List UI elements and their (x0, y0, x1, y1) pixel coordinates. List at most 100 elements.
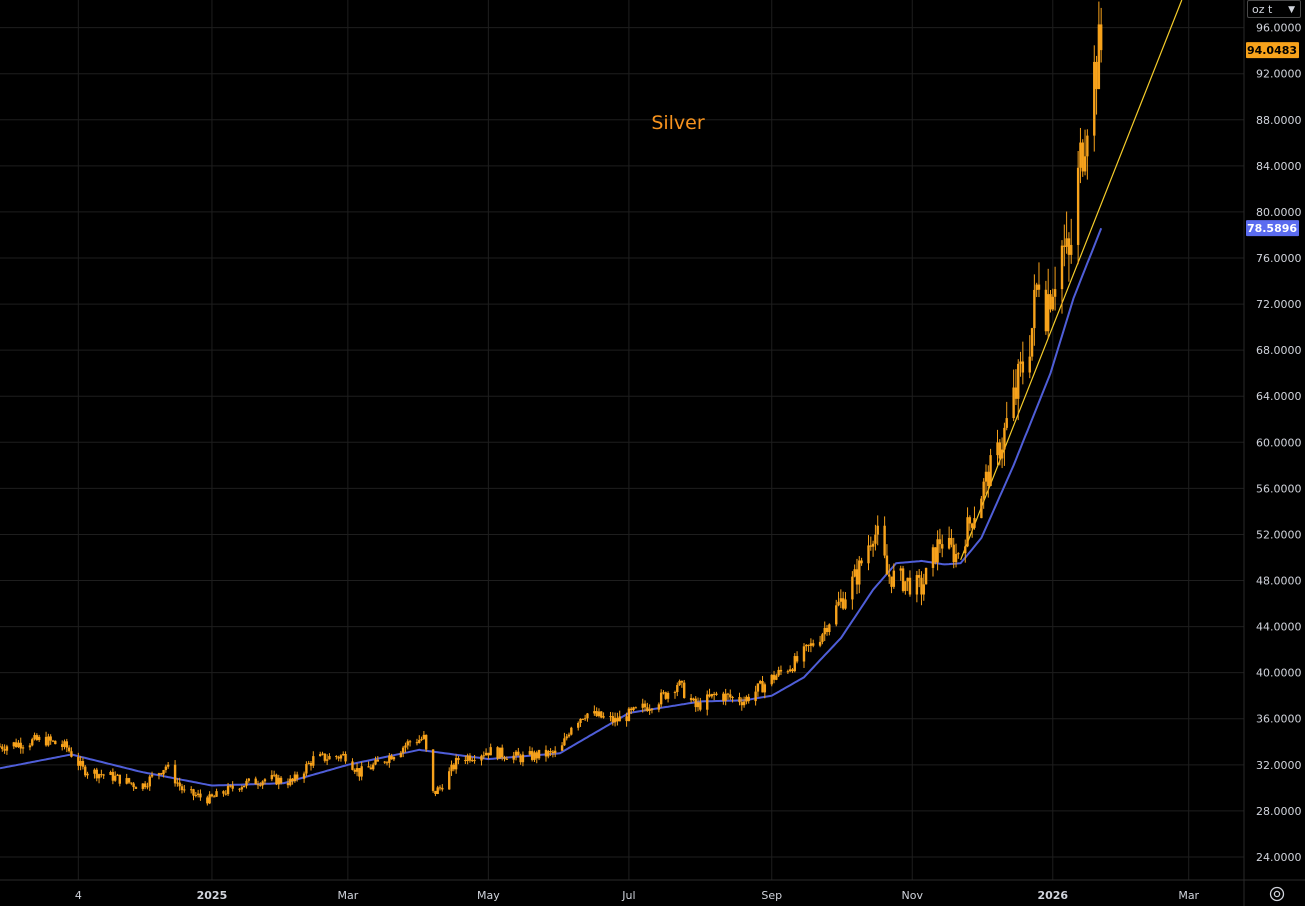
candle-body (595, 711, 598, 717)
candle-body (19, 742, 22, 749)
candle-body (549, 751, 552, 753)
candle-body (899, 568, 902, 571)
candle-body (982, 481, 985, 499)
candle-body (715, 693, 718, 695)
candle-body (259, 784, 262, 786)
candle-body (643, 703, 647, 708)
candle-body (563, 738, 566, 746)
candle-body (61, 744, 64, 747)
candle-body (1081, 142, 1084, 172)
candle-body (388, 755, 391, 763)
candle-body (984, 471, 988, 482)
candle-body (616, 717, 619, 722)
candle-body (673, 692, 677, 694)
candle-body (634, 707, 638, 709)
candle-body (150, 774, 154, 777)
candle-body (583, 718, 587, 720)
candle-body (602, 716, 605, 718)
last-price-badge (1246, 42, 1299, 59)
candle-body (309, 762, 313, 766)
candle-body (858, 560, 861, 585)
candle-body (823, 627, 826, 635)
candle-body (321, 753, 324, 755)
candle-body (770, 674, 773, 685)
candle-body (415, 742, 419, 744)
candle-body (547, 751, 550, 757)
candle-body (81, 761, 85, 767)
x-tick-label: Mar (1178, 889, 1199, 902)
candle-body (973, 518, 976, 528)
candle-body (97, 774, 101, 779)
candle-body (1033, 289, 1036, 329)
candle-body (867, 545, 870, 564)
candle-body (966, 517, 969, 547)
candle-body (21, 747, 25, 749)
candle-body (194, 795, 198, 797)
candle-body (1095, 61, 1098, 90)
candle-body (399, 752, 403, 758)
candle-body (586, 713, 589, 719)
x-tick-label: 2025 (197, 889, 228, 902)
candle-body (533, 752, 536, 760)
candle-body (247, 778, 250, 781)
candle-body (551, 751, 555, 754)
candle-body (775, 675, 778, 680)
candle-body (196, 793, 200, 796)
candle-body (742, 701, 746, 706)
candle-body (367, 766, 370, 768)
candle-body (876, 525, 879, 535)
candle-body (383, 761, 386, 763)
candle-body (835, 605, 838, 625)
candle-body (528, 751, 532, 755)
candle-body (786, 671, 790, 673)
unit-selector[interactable]: oz t ▼ (1247, 0, 1301, 18)
candle-body (1017, 363, 1020, 399)
trendline (960, 0, 1183, 561)
candle-body (839, 598, 843, 602)
candle-body (996, 442, 999, 456)
candle-body (438, 787, 442, 789)
candle-body (487, 752, 490, 756)
candle-body (779, 669, 783, 672)
candle-body (1035, 284, 1038, 290)
candle-body (176, 782, 179, 784)
candle-body (238, 788, 241, 790)
candle-body (812, 643, 815, 646)
candle-body (1093, 61, 1096, 136)
candle-body (828, 624, 831, 633)
candle-body (49, 736, 52, 741)
candle-body (855, 569, 859, 585)
candle-body (1083, 156, 1087, 172)
candle-body (355, 768, 359, 772)
candle-body (632, 707, 635, 711)
gear-icon (1269, 886, 1285, 902)
candle-body (514, 751, 518, 756)
candle-body (5, 746, 9, 751)
candle-body (613, 717, 617, 723)
chevron-down-icon: ▼ (1288, 5, 1295, 15)
candle-body (183, 789, 186, 791)
candle-body (650, 709, 654, 711)
candle-body (434, 790, 437, 794)
candle-body (648, 709, 651, 711)
candle-body (908, 577, 912, 595)
candle-body (788, 669, 792, 672)
candle-body (666, 692, 670, 699)
candle-body (570, 727, 573, 735)
y-tick-label: 72.0000 (1256, 298, 1302, 311)
candle-body (888, 574, 891, 577)
candle-body (1053, 289, 1057, 297)
candle-body (793, 656, 796, 672)
candle-body (825, 627, 829, 633)
candle-body (125, 778, 128, 784)
chart-settings-button[interactable] (1266, 884, 1288, 904)
candle-body (116, 774, 119, 776)
candle-body (970, 523, 974, 528)
candle-body (952, 544, 955, 563)
candle-body (14, 742, 18, 748)
x-tick-label: Nov (902, 889, 924, 902)
candle-body (692, 698, 695, 701)
candle-body (466, 755, 469, 762)
